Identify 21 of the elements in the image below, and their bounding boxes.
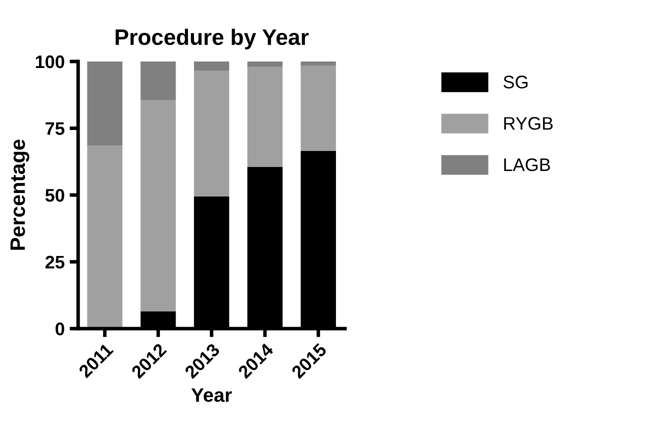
legend-label: LAGB (504, 158, 550, 172)
y-tick-label: 0 (56, 322, 64, 336)
bar (247, 66, 283, 167)
y-tick-label: 75 (46, 122, 64, 135)
y-axis-title: Percentage (10, 140, 30, 250)
x-axis-title: Year (191, 388, 232, 402)
bar (194, 70, 230, 196)
chart-title: Procedure by Year (116, 28, 309, 50)
bar (300, 65, 336, 151)
bar (140, 100, 176, 312)
y-tick-label: 100 (36, 55, 64, 68)
bar (87, 61, 122, 146)
bar (247, 61, 283, 67)
legend-label: RYGB (504, 117, 553, 130)
bar (140, 61, 176, 100)
y-tick-label: 50 (45, 188, 64, 202)
bar (300, 61, 336, 66)
y-tick-label: 25 (45, 256, 64, 269)
legend-label: SG (504, 76, 528, 88)
bar (87, 146, 122, 329)
bar (194, 61, 230, 71)
